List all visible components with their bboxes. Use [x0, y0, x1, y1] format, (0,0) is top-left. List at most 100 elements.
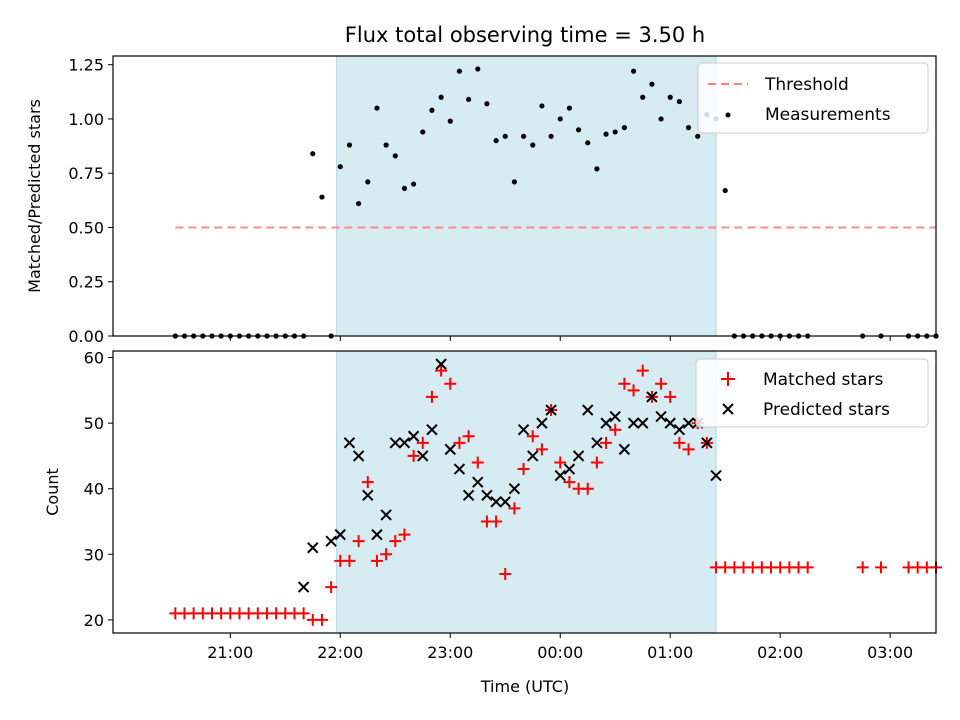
matched-star-point [673, 436, 686, 449]
legend-matched-label: Matched stars [763, 370, 883, 390]
top-y-tick-label: 1.00 [68, 110, 104, 129]
matched-star-point [609, 423, 622, 436]
predicted-star-point [407, 430, 420, 442]
measurement-point [383, 142, 389, 148]
x-tick-label: 01:00 [647, 643, 693, 662]
measurement-point [493, 138, 499, 144]
bottom-y-tick-label: 30 [84, 545, 104, 564]
bottom-axes-frame [112, 350, 937, 634]
measurement-point [456, 68, 463, 74]
measurement-point [658, 116, 664, 122]
measurement-point [465, 96, 472, 103]
measurement-point [575, 127, 582, 133]
matched-star-point [361, 476, 374, 489]
top-y-ticks: 0.00 0.25 0.50 0.75 1.00 1.25 [68, 56, 113, 346]
matched-star-point [389, 535, 402, 548]
measurement-point [685, 125, 692, 131]
matched-star-points [169, 364, 942, 626]
predicted-star-point [701, 437, 713, 449]
predicted-star-point [362, 489, 374, 501]
bottom-legend: Matched stars Predicted stars [695, 358, 929, 428]
bottom-legend-box [695, 358, 929, 428]
matched-star-point [380, 548, 393, 561]
legend-measurements-label: Measurements [765, 105, 891, 125]
measurement-point [337, 164, 343, 170]
predicted-star-point [444, 443, 456, 456]
matched-star-point [490, 515, 503, 528]
measurement-point [310, 151, 316, 157]
bottom-y-axis-label: Count [43, 468, 62, 516]
measurement-point [475, 66, 481, 72]
measurement-points [172, 66, 939, 339]
measurement-point [520, 133, 527, 139]
predicted-star-point [325, 535, 337, 547]
measurement-point [649, 81, 655, 87]
measurement-point [621, 125, 627, 131]
legend-measurements-swatch [725, 112, 731, 118]
top-legend: Threshold Measurements [697, 62, 929, 134]
measurement-point [603, 131, 609, 137]
top-y-tick-label: 0.50 [68, 218, 104, 237]
predicted-star-point [435, 358, 447, 370]
bottom-y-ticks: 20 30 40 50 60 [84, 349, 113, 630]
bottom-y-tick-label: 50 [84, 414, 104, 433]
measurement-point [411, 181, 417, 187]
predicted-star-point [453, 463, 466, 475]
predicted-star-point [297, 581, 310, 593]
predicted-star-point [572, 450, 585, 462]
measurement-point [374, 105, 380, 111]
measurement-point [401, 185, 408, 192]
top-y-tick-label: 1.25 [68, 56, 104, 75]
predicted-star-point [627, 417, 640, 429]
matched-star-point [636, 364, 649, 377]
top-y-tick-label: 0.25 [68, 273, 104, 292]
matched-star-point [315, 613, 328, 626]
x-tick-label: 02:00 [757, 643, 803, 662]
measurement-point [594, 166, 600, 172]
predicted-star-point [472, 476, 484, 488]
x-tick-label: 21:00 [207, 643, 253, 662]
matched-star-point [416, 436, 429, 449]
matched-star-point [471, 456, 484, 469]
top-y-axis-label: Matched/Predicted stars [25, 99, 44, 293]
matched-star-point [600, 436, 613, 449]
top-y-tick-label: 0.75 [68, 164, 104, 183]
measurement-point [557, 116, 563, 122]
measurement-point [356, 200, 362, 207]
measurement-point [319, 194, 325, 200]
matched-star-point [517, 463, 530, 476]
predicted-star-points [297, 358, 722, 593]
predicted-star-point [637, 417, 649, 429]
measurement-point [447, 118, 453, 124]
bottom-y-tick-label: 60 [84, 349, 104, 368]
predicted-star-point [499, 496, 511, 508]
predicted-star-point [417, 450, 429, 462]
predicted-star-point [371, 528, 383, 541]
legend-threshold-label: Threshold [764, 75, 849, 95]
measurement-point [612, 129, 618, 135]
matched-star-point [425, 390, 438, 403]
top-y-tick-label: 0.00 [68, 327, 104, 346]
measurement-point [585, 140, 591, 146]
measurement-point [420, 129, 426, 135]
x-tick-label: 00:00 [537, 643, 583, 662]
matched-star-point [590, 456, 603, 469]
matched-star-point [508, 502, 521, 515]
measurement-point [676, 98, 682, 105]
predicted-star-point [563, 463, 576, 475]
measurement-point [548, 133, 554, 139]
measurement-point [566, 105, 573, 111]
legend-predicted-swatch [722, 403, 734, 415]
matched-star-point [581, 482, 594, 495]
matched-star-point [526, 430, 539, 443]
predicted-star-point [618, 443, 631, 456]
matched-star-point [554, 456, 567, 469]
matched-star-point [563, 476, 576, 489]
predicted-star-point [554, 469, 566, 482]
predicted-star-point [582, 404, 594, 416]
predicted-star-point [462, 489, 475, 501]
predicted-star-point [545, 404, 557, 416]
measurement-point [365, 179, 371, 185]
predicted-star-point [527, 450, 539, 462]
matched-star-point [453, 436, 466, 449]
